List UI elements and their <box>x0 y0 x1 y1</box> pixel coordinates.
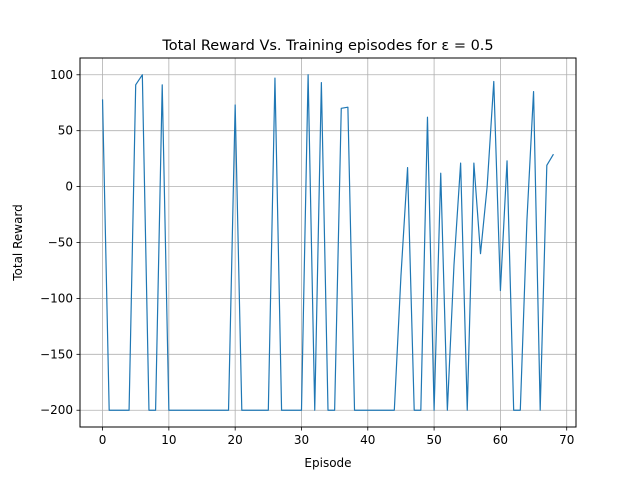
x-tick-label: 60 <box>493 433 508 447</box>
y-tick-label: −150 <box>40 347 73 361</box>
y-tick-label: −200 <box>40 403 73 417</box>
y-tick-label: 50 <box>58 124 73 138</box>
y-tick-label: −50 <box>48 236 73 250</box>
x-tick-label: 30 <box>294 433 309 447</box>
y-tick-label: −100 <box>40 291 73 305</box>
series-line <box>101 74 554 411</box>
ticks: 0 10 20 30 40 50 60 70 −200 −150 −100 −50 0 50 100 <box>40 68 574 447</box>
x-tick-label: 70 <box>559 433 574 447</box>
x-tick-label: 40 <box>360 433 375 447</box>
chart-title: Total Reward Vs. Training episodes for ε… <box>161 38 493 54</box>
series-layer <box>101 74 554 411</box>
x-tick-label: 10 <box>161 433 176 447</box>
y-axis-title: Total Reward <box>11 204 25 282</box>
x-tick-label: 20 <box>228 433 243 447</box>
y-tick-label: 0 <box>65 180 73 194</box>
x-tick-label: 0 <box>99 433 107 447</box>
x-axis-title: Episode <box>304 456 351 470</box>
grid <box>80 58 576 427</box>
x-tick-label: 50 <box>426 433 441 447</box>
y-tick-label: 100 <box>50 68 73 82</box>
